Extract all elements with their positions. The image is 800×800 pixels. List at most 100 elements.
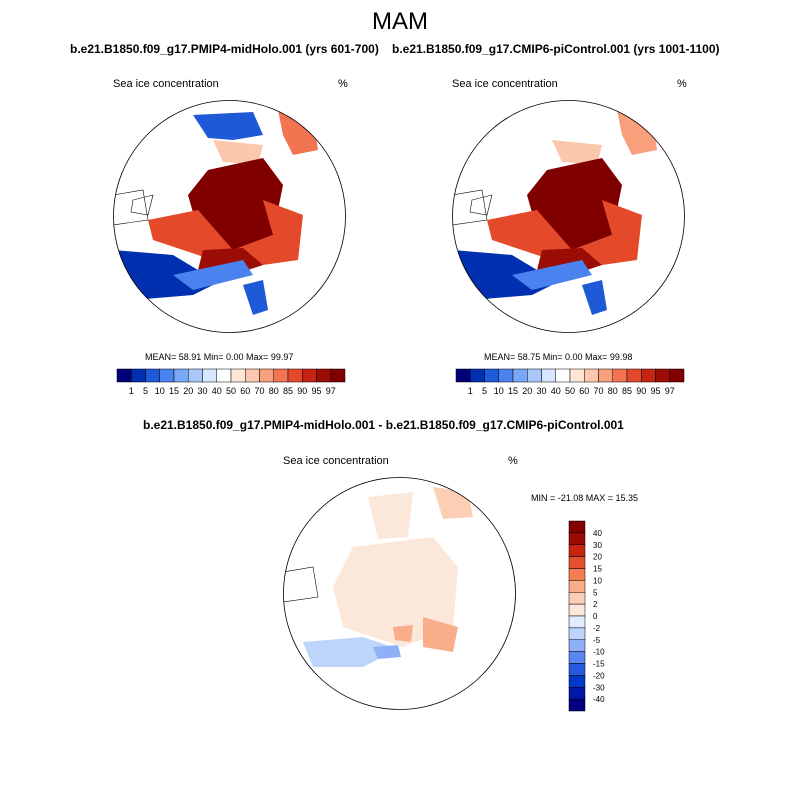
right-colorbar-tick-label: 80 <box>608 386 618 396</box>
diff-colorbar-swatch <box>568 592 586 605</box>
left-polar-map <box>113 100 346 333</box>
left-colorbar-swatch <box>159 368 175 383</box>
right-colorbar-tick-label: 90 <box>636 386 646 396</box>
left-colorbar-swatch <box>202 368 217 383</box>
right-colorbar-swatch <box>470 368 485 383</box>
left-colorbar-tick-label: 70 <box>254 386 264 396</box>
diff-colorbar-swatch <box>568 520 586 534</box>
diff-colorbar-tick-label: 40 <box>593 529 602 538</box>
right-colorbar-swatch <box>598 368 613 383</box>
diff-colorbar-tick-label: 15 <box>593 565 602 574</box>
diff-colorbar-swatch <box>568 544 586 557</box>
left-colorbar-swatch <box>316 368 331 383</box>
right-colorbar-swatch <box>527 368 542 383</box>
diff-colorbar-tick-label: 30 <box>593 541 602 550</box>
diff-colorbar-tick-label: -5 <box>593 636 601 645</box>
diff-colorbar-swatch <box>568 663 586 676</box>
left-colorbar-swatch <box>188 368 203 383</box>
left-colorbar-tick-label: 95 <box>311 386 321 396</box>
diff-colorbar-swatch <box>568 615 586 629</box>
diff-colorbar-tick-label: -20 <box>593 671 605 680</box>
right-variable-label: Sea ice concentration <box>452 78 558 90</box>
diff-units-label: % <box>508 455 518 467</box>
diff-colorbar-tick-label: -2 <box>593 624 601 633</box>
left-colorbar-tick-label: 5 <box>143 386 148 396</box>
left-colorbar-swatch <box>216 368 232 383</box>
diff-colorbar-swatch <box>568 675 586 688</box>
right-colorbar-tick-label: 1 <box>468 386 473 396</box>
right-colorbar-tick-label: 15 <box>508 386 518 396</box>
left-colorbar-tick-label: 85 <box>283 386 293 396</box>
right-colorbar-swatch <box>584 368 599 383</box>
left-colorbar-tick-label: 40 <box>212 386 222 396</box>
right-colorbar-swatch <box>455 368 471 383</box>
right-polar-map <box>452 100 685 333</box>
diff-colorbar-tick-label: 2 <box>593 600 598 609</box>
left-colorbar-tick-label: 1 <box>129 386 134 396</box>
right-colorbar-swatch <box>626 368 642 383</box>
left-colorbar-swatch <box>173 368 189 383</box>
diff-colorbar-tick-label: -30 <box>593 683 605 692</box>
right-colorbar-tick-label: 70 <box>593 386 603 396</box>
right-colorbar-swatch <box>669 368 685 383</box>
left-colorbar-tick-label: 60 <box>240 386 250 396</box>
left-colorbar-swatch <box>230 368 246 383</box>
diff-colorbar-swatch <box>568 687 586 700</box>
right-colorbar-tick-label: 85 <box>622 386 632 396</box>
left-colorbar-swatch <box>145 368 160 383</box>
diff-colorbar-swatch <box>568 603 586 617</box>
diff-variable-label: Sea ice concentration <box>283 455 389 467</box>
diff-colorbar-swatch <box>568 698 586 712</box>
left-variable-label: Sea ice concentration <box>113 78 219 90</box>
right-colorbar-tick-label: 40 <box>551 386 561 396</box>
right-colorbar-swatch <box>555 368 571 383</box>
season-title: MAM <box>372 8 428 35</box>
diff-colorbar-swatch <box>568 532 586 545</box>
left-colorbar-swatch <box>287 368 303 383</box>
diff-panel-title: b.e21.B1850.f09_g17.PMIP4-midHolo.001 - … <box>143 418 624 432</box>
left-colorbar-swatch <box>259 368 274 383</box>
left-colorbar-swatch <box>245 368 260 383</box>
right-colorbar-tick-label: 10 <box>494 386 504 396</box>
diff-colorbar-tick-label: 0 <box>593 612 598 621</box>
right-colorbar-swatch <box>498 368 514 383</box>
diff-colorbar-swatch <box>568 651 586 664</box>
left-colorbar-tick-label: 80 <box>269 386 279 396</box>
diff-colorbar-tick-label: -10 <box>593 648 605 657</box>
diff-colorbar-swatch <box>568 568 586 581</box>
right-colorbar-tick-label: 95 <box>650 386 660 396</box>
diff-colorbar-tick-label: 10 <box>593 576 602 585</box>
diff-minmax: MIN = -21.08 MAX = 15.35 <box>531 493 639 503</box>
diff-colorbar-tick-label: 20 <box>593 553 602 562</box>
diff-colorbar-swatch <box>568 627 586 640</box>
left-colorbar-swatch <box>131 368 146 383</box>
diff-colorbar-swatch <box>568 580 586 593</box>
left-colorbar-tick-label: 10 <box>155 386 165 396</box>
left-colorbar-swatch <box>330 368 346 383</box>
diff-colorbar-swatch <box>568 639 586 652</box>
left-colorbar-tick-label: 50 <box>226 386 236 396</box>
right-stats: MEAN= 58.75 Min= 0.00 Max= 99.98 <box>484 352 633 362</box>
right-colorbar-swatch <box>569 368 585 383</box>
diff-colorbar-tick-label: -40 <box>593 695 605 704</box>
left-colorbar-tick-label: 15 <box>169 386 179 396</box>
diff-polar-map <box>283 477 516 710</box>
left-colorbar-tick-label: 90 <box>297 386 307 396</box>
right-colorbar-swatch <box>641 368 656 383</box>
right-colorbar-tick-label: 97 <box>665 386 675 396</box>
left-colorbar-swatch <box>302 368 317 383</box>
right-panel-title: b.e21.B1850.f09_g17.CMIP6-piControl.001 … <box>392 42 720 56</box>
diff-colorbar-swatch <box>568 556 586 569</box>
right-colorbar-swatch <box>484 368 499 383</box>
left-panel-title: b.e21.B1850.f09_g17.PMIP4-midHolo.001 (y… <box>70 42 379 56</box>
diff-colorbar-tick-label: 5 <box>593 588 598 597</box>
left-colorbar-tick-label: 30 <box>197 386 207 396</box>
left-colorbar-swatch <box>116 368 132 383</box>
right-colorbar-swatch <box>541 368 556 383</box>
right-colorbar-swatch <box>612 368 628 383</box>
right-colorbar-tick-label: 5 <box>482 386 487 396</box>
right-colorbar-swatch <box>655 368 670 383</box>
right-colorbar-tick-label: 20 <box>522 386 532 396</box>
right-colorbar-tick-label: 50 <box>565 386 575 396</box>
